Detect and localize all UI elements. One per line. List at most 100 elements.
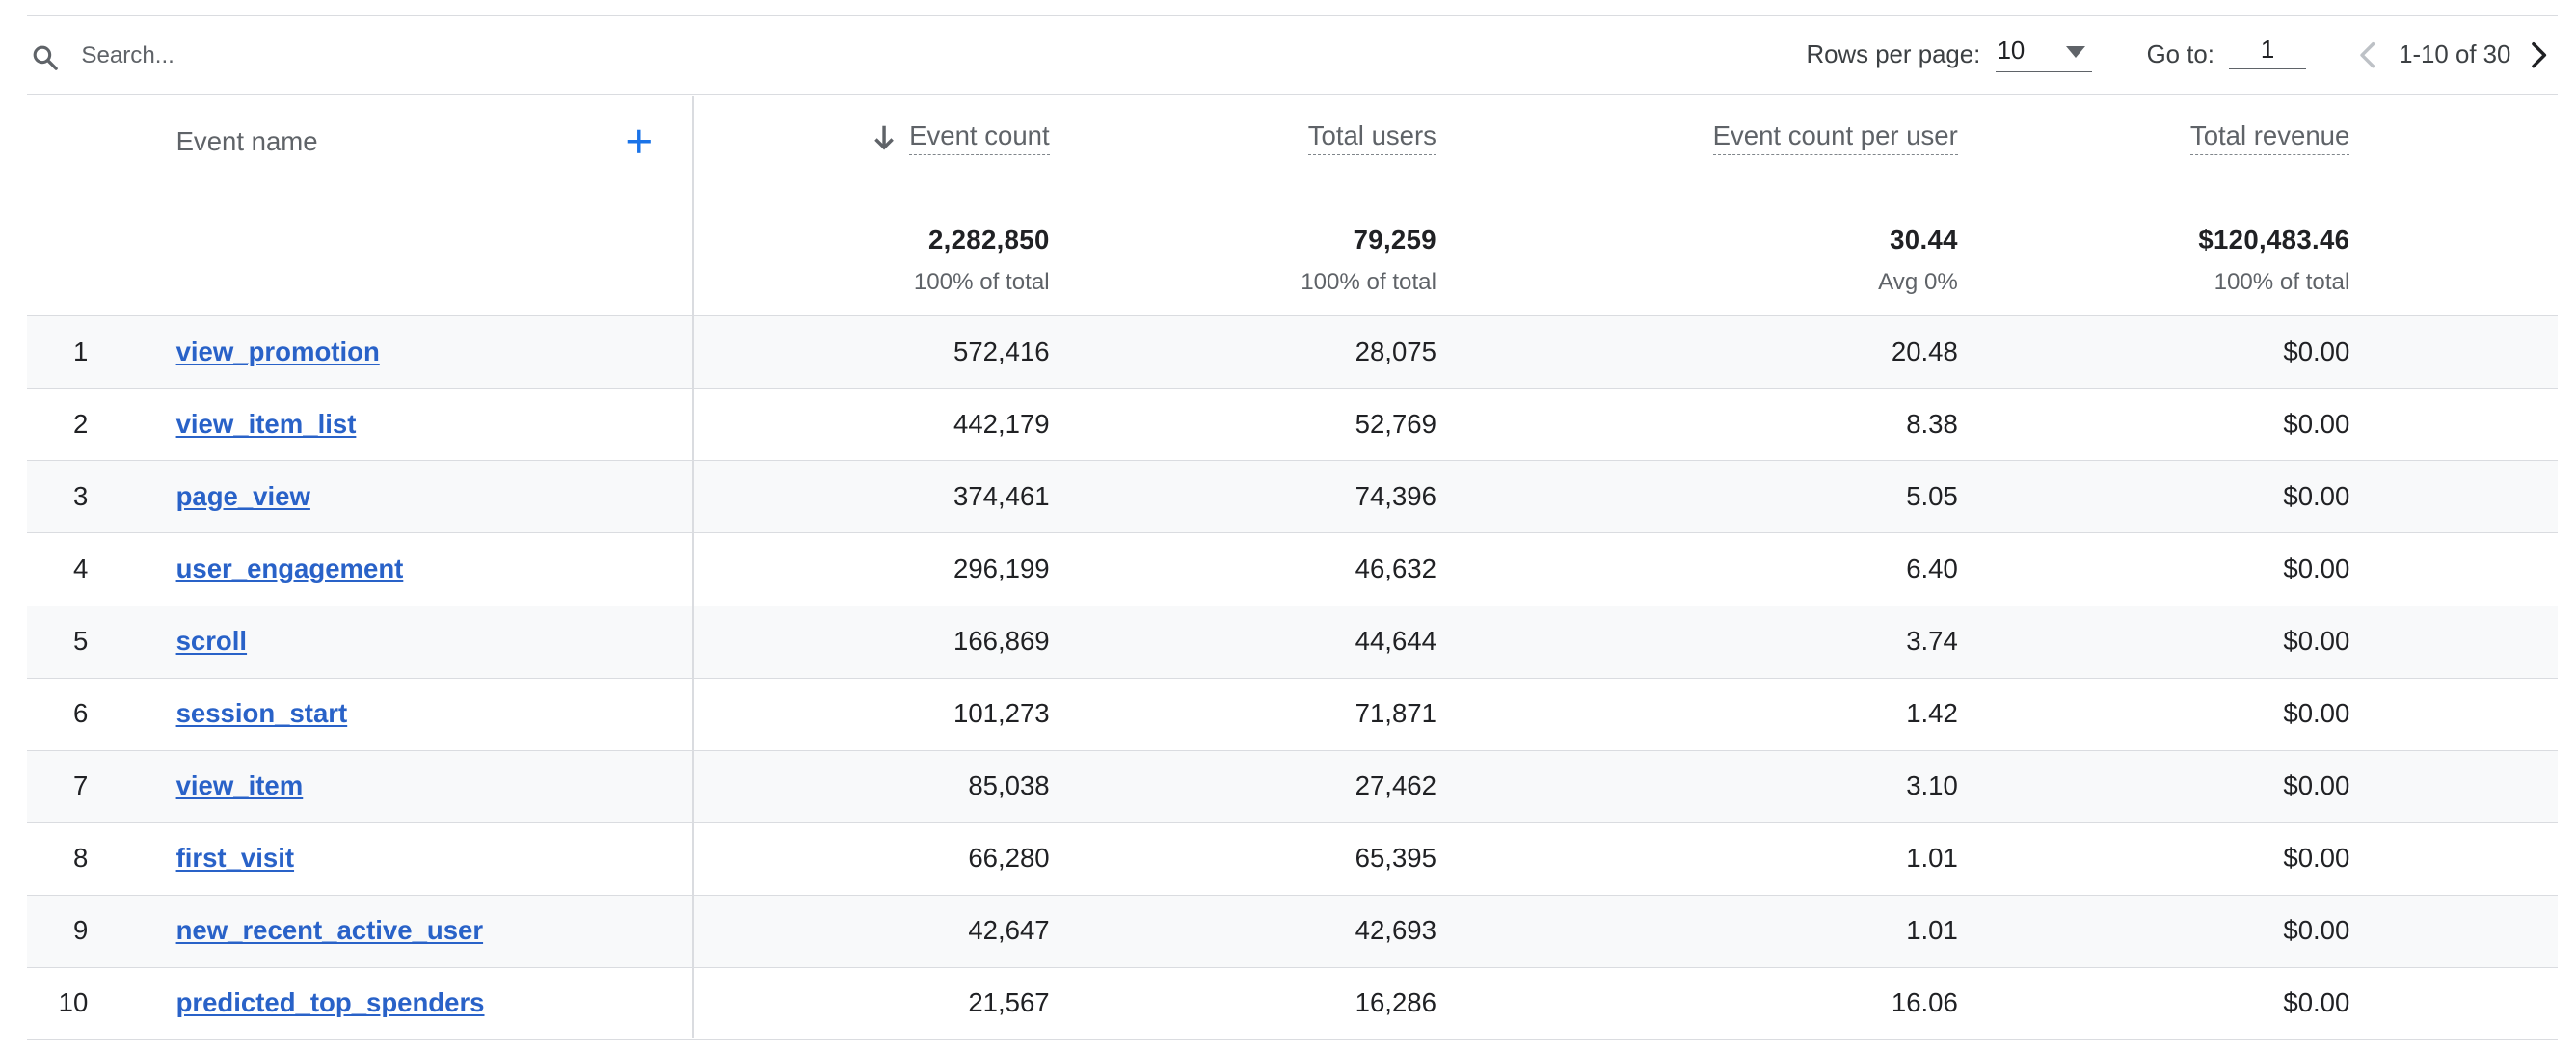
event-name-link[interactable]: first_visit — [175, 843, 295, 874]
rows-per-page-value: 10 — [1997, 38, 2026, 66]
event-count-per-user-cell: 6.40 — [1906, 553, 1958, 584]
plus-icon — [628, 129, 652, 153]
column-header-total-users[interactable]: Total users — [1307, 120, 1436, 156]
row-number: 5 — [72, 626, 89, 657]
total-users-cell: 46,632 — [1355, 553, 1436, 584]
data-table: Event name Event count Total users — [26, 95, 2558, 1040]
table-row: 8 first_visit 66,280 65,395 1.01 $0.00 — [26, 823, 2558, 896]
table-row: 6 session_start 101,273 71,871 1.42 $0.0… — [26, 679, 2558, 751]
total-event-count-per-user-sub: Avg 0% — [1878, 269, 1958, 296]
column-header-total-revenue[interactable]: Total revenue — [2189, 120, 2350, 156]
event-name-link[interactable]: predicted_top_spenders — [175, 987, 485, 1018]
top-divider — [26, 14, 2558, 17]
total-users-cell: 27,462 — [1355, 770, 1436, 801]
total-revenue-cell: $0.00 — [2283, 987, 2350, 1018]
column-title-total-users: Total users — [1307, 120, 1436, 156]
total-users-cell: 74,396 — [1355, 481, 1436, 512]
total-users-sub: 100% of total — [1301, 269, 1436, 296]
table-row: 9 new_recent_active_user 42,647 42,693 1… — [26, 895, 2558, 968]
total-event-count-sub: 100% of total — [913, 269, 1050, 296]
search-icon — [28, 40, 61, 73]
total-event-count-per-user: 30.44 — [1890, 224, 1958, 255]
event-count-cell: 42,647 — [968, 915, 1050, 946]
rows-per-page-label: Rows per page: — [1806, 41, 1981, 69]
event-count-per-user-cell: 5.05 — [1906, 481, 1958, 512]
total-revenue-sub: 100% of total — [2214, 269, 2350, 296]
column-divider — [692, 95, 694, 1038]
row-number: 3 — [72, 481, 89, 512]
event-count-per-user-cell: 3.10 — [1906, 770, 1958, 801]
table-row: 5 scroll 166,869 44,644 3.74 $0.00 — [26, 606, 2558, 679]
table-row: 2 view_item_list 442,179 52,769 8.38 $0.… — [26, 389, 2558, 462]
event-count-cell: 85,038 — [968, 770, 1050, 801]
total-users-cell: 71,871 — [1355, 698, 1436, 729]
total-event-count: 2,282,850 — [927, 224, 1050, 255]
total-revenue-value: $120,483.46 — [2198, 224, 2350, 255]
row-number: 6 — [72, 698, 89, 729]
arrow-down-icon — [872, 124, 899, 151]
column-title-total-revenue: Total revenue — [2189, 120, 2350, 156]
total-revenue-cell: $0.00 — [2283, 553, 2350, 584]
total-users-cell: 42,693 — [1355, 915, 1436, 946]
table-row: 1 view_promotion 572,416 28,075 20.48 $0… — [26, 316, 2558, 390]
rows-per-page-select[interactable]: 10 — [1995, 32, 2092, 73]
event-count-cell: 101,273 — [953, 698, 1050, 729]
chevron-right-icon — [2531, 42, 2546, 68]
event-name-link[interactable]: view_promotion — [175, 336, 380, 366]
row-number: 7 — [72, 770, 89, 801]
total-revenue-cell: $0.00 — [2283, 770, 2350, 801]
add-dimension-button[interactable] — [623, 124, 656, 157]
goto-page-input[interactable] — [2229, 32, 2306, 69]
search-box[interactable] — [27, 16, 1807, 94]
row-number: 2 — [72, 408, 89, 439]
total-revenue-cell: $0.00 — [2283, 915, 2350, 946]
column-header-event-count[interactable]: Event count — [872, 120, 1050, 156]
event-count-per-user-cell: 20.48 — [1891, 336, 1958, 366]
event-count-cell: 296,199 — [953, 553, 1050, 584]
event-count-cell: 374,461 — [953, 481, 1050, 512]
event-name-link[interactable]: page_view — [175, 481, 310, 512]
column-title-event-count-per-user: Event count per user — [1712, 120, 1958, 156]
goto-label: Go to: — [2146, 41, 2214, 69]
next-page-button[interactable] — [2517, 36, 2557, 75]
event-count-cell: 442,179 — [953, 408, 1050, 439]
total-revenue-cell: $0.00 — [2283, 698, 2350, 729]
event-name-link[interactable]: user_engagement — [175, 553, 404, 584]
event-name-link[interactable]: session_start — [175, 698, 348, 729]
column-header-event-count-per-user[interactable]: Event count per user — [1712, 120, 1958, 156]
table-row: 10 predicted_top_spenders 21,567 16,286 … — [26, 968, 2558, 1040]
event-name-link[interactable]: view_item — [175, 770, 304, 801]
event-name-link[interactable]: scroll — [175, 626, 248, 657]
event-count-per-user-cell: 3.74 — [1906, 626, 1958, 657]
event-count-cell: 572,416 — [953, 336, 1050, 366]
event-count-per-user-cell: 1.42 — [1906, 698, 1958, 729]
total-users-cell: 52,769 — [1355, 408, 1436, 439]
total-revenue-cell: $0.00 — [2283, 336, 2350, 366]
table-header: Event name Event count Total users — [26, 96, 2558, 317]
event-count-per-user-cell: 16.06 — [1891, 987, 1958, 1018]
table-row: 3 page_view 374,461 74,396 5.05 $0.00 — [26, 461, 2558, 534]
dimension-header: Event name — [175, 125, 318, 156]
previous-page-button[interactable] — [2348, 36, 2388, 75]
row-number: 10 — [58, 987, 89, 1018]
event-count-cell: 21,567 — [968, 987, 1050, 1018]
total-revenue-cell: $0.00 — [2283, 408, 2350, 439]
row-number: 8 — [72, 843, 89, 874]
total-users-cell: 65,395 — [1355, 843, 1436, 874]
total-revenue-cell: $0.00 — [2283, 481, 2350, 512]
row-number: 9 — [72, 915, 89, 946]
row-number: 1 — [72, 336, 89, 366]
total-users-value: 79,259 — [1353, 224, 1436, 255]
event-count-cell: 166,869 — [953, 626, 1050, 657]
event-name-link[interactable]: new_recent_active_user — [175, 915, 484, 946]
total-users-cell: 16,286 — [1355, 987, 1436, 1018]
row-number: 4 — [72, 553, 89, 584]
event-name-link[interactable]: view_item_list — [175, 408, 357, 439]
search-input[interactable] — [77, 40, 583, 71]
page-range-text: 1-10 of 30 — [2399, 41, 2511, 69]
total-users-cell: 28,075 — [1355, 336, 1436, 366]
total-revenue-cell: $0.00 — [2283, 843, 2350, 874]
table-toolbar: Rows per page: 10 Go to: 1-10 of 30 — [26, 16, 2558, 96]
table-row: 4 user_engagement 296,199 46,632 6.40 $0… — [26, 533, 2558, 606]
